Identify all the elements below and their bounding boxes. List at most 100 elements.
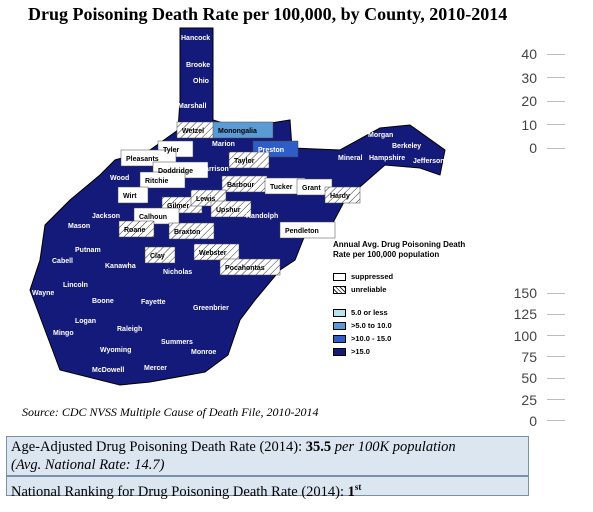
axis-tick: 20 — [497, 93, 565, 109]
rate-unit: per 100K population — [334, 439, 456, 455]
county-region-pocahontas — [219, 258, 281, 276]
county-label-wyoming: Wyoming — [100, 347, 131, 354]
legend-title: Annual Avg. Drug Poisoning Death Rate pe… — [333, 240, 466, 259]
rate-value: 35.5 — [305, 439, 332, 455]
axis-tick: 30 — [497, 70, 565, 86]
county-label-wirt: Wirt — [123, 193, 137, 200]
legend-label-suppressed: suppressed — [351, 272, 394, 281]
axis-tick-label: 40 — [521, 46, 537, 62]
county-label-brooke: Brooke — [186, 62, 210, 69]
rate-label: Age-Adjusted Drug Poisoning Death Rate (… — [11, 439, 303, 455]
county-label-ritchie: Ritchie — [145, 178, 168, 185]
county-region-calhoun — [133, 207, 180, 225]
county-label-mineral: Mineral — [338, 155, 363, 162]
axis-tick-line — [547, 313, 565, 315]
county-label-ohio: Ohio — [193, 78, 209, 85]
county-label-hancock: Hancock — [181, 35, 210, 42]
axis-tick: 125 — [497, 306, 565, 322]
legend-10-15: >10.0 - 15.0 — [333, 332, 483, 345]
axis-tick: 10 — [497, 117, 565, 133]
county-label-kanawha: Kanawha — [105, 263, 136, 270]
county-region-taylor — [228, 151, 270, 169]
legend-swatch-le5 — [333, 308, 346, 317]
map-title: Drug Poisoning Death Rate per 100,000, b… — [28, 4, 508, 24]
axis-top: 40 30 20 10 0 — [495, 46, 565, 156]
county-label-nicholas: Nicholas — [163, 269, 192, 276]
axis-tick-label: 50 — [521, 370, 537, 387]
axis-tick-line — [547, 147, 565, 149]
axis-tick: 75 — [497, 349, 565, 365]
county-label-pocahontas: Pocahontas — [225, 265, 265, 272]
axis-tick-label: 30 — [521, 69, 537, 86]
county-label-tyler: Tyler — [163, 147, 179, 154]
legend-gt15: >15.0 — [333, 345, 483, 358]
county-region-upshur — [210, 200, 252, 218]
county-region-braxton — [168, 222, 215, 240]
legend-swatch-unreliable — [333, 285, 346, 294]
axis-tick: 40 — [497, 46, 565, 62]
county-label-monroe: Monroe — [191, 349, 216, 356]
county-label-calhoun: Calhoun — [139, 214, 167, 221]
county-region-roane — [118, 220, 155, 238]
map-legend: Annual Avg. Drug Poisoning Death Rate pe… — [333, 240, 483, 358]
county-label-lewis: Lewis — [196, 196, 216, 203]
ranking-infobox: National Ranking for Drug Poisoning Deat… — [6, 476, 529, 500]
county-label-mcdowell: McDowell — [92, 367, 124, 374]
rate-infobox: Age-Adjusted Drug Poisoning Death Rate (… — [6, 436, 529, 476]
county-label-morgan: Morgan — [368, 132, 393, 139]
county-label-upshur: Upshur — [216, 207, 241, 214]
county-label-clay: Clay — [150, 253, 165, 260]
county-regions — [117, 121, 361, 276]
county-labels: Hancock Brooke Ohio Marshall Wetzel Monongali… — [32, 35, 445, 374]
county-label-randolph: Randolph — [246, 213, 278, 220]
legend-label-10-15: >10.0 - 15.0 — [351, 334, 392, 343]
axis-tick-line — [547, 356, 565, 358]
county-region-ritchie — [139, 171, 186, 189]
legend-unreliable: unreliable — [333, 283, 483, 296]
county-region-webster — [193, 243, 240, 261]
county-label-mingo: Mingo — [53, 330, 74, 337]
county-label-monongalia: Monongalia — [218, 128, 257, 135]
county-label-wayne: Wayne — [32, 290, 54, 297]
county-label-wetzel: Wetzel — [182, 128, 204, 135]
legend-label-le5: 5.0 or less — [351, 308, 388, 317]
county-label-marshall: Marshall — [178, 103, 206, 110]
county-label-tucker: Tucker — [270, 184, 293, 191]
county-label-hardy: Hardy — [330, 193, 350, 200]
county-label-hampshire: Hampshire — [369, 155, 405, 162]
legend-label-5-10: >5.0 to 10.0 — [351, 321, 392, 330]
county-label-greenbrier: Greenbrier — [193, 305, 229, 312]
county-label-jefferson: Jefferson — [413, 158, 445, 165]
legend-5-10: >5.0 to 10.0 — [333, 319, 483, 332]
axis-tick-line — [547, 53, 565, 55]
county-region-wirt — [117, 186, 149, 204]
axis-tick-label: 125 — [513, 306, 537, 323]
source-note: Source: CDC NVSS Multiple Cause of Death… — [22, 405, 319, 419]
legend-swatch-5-10 — [333, 321, 346, 330]
county-label-barbour: Barbour — [227, 182, 255, 189]
county-region-hardy — [324, 186, 361, 204]
county-label-doddridge: Doddridge — [158, 168, 193, 175]
county-label-marion: Marion — [212, 141, 235, 148]
legend-suppressed: suppressed — [333, 270, 483, 283]
axis-tick-label: 150 — [513, 285, 537, 301]
county-label-logan: Logan — [75, 318, 96, 325]
county-label-jackson: Jackson — [92, 213, 120, 220]
axis-tick-line — [547, 292, 565, 294]
county-label-summers: Summers — [161, 339, 193, 346]
axis-tick-label: 25 — [521, 391, 537, 408]
axis-tick: 100 — [497, 328, 565, 344]
axis-tick-label: 0 — [529, 140, 537, 156]
axis-tick-line — [547, 77, 565, 78]
county-label-grant: Grant — [302, 185, 321, 192]
county-label-wood: Wood — [110, 175, 129, 182]
axis-tick-label: 100 — [513, 327, 537, 344]
county-label-preston: Preston — [258, 147, 284, 154]
axis-tick-line — [547, 335, 565, 337]
axis-tick-line — [547, 124, 565, 125]
legend-swatch-gt15 — [333, 347, 346, 356]
county-label-gilmer: Gilmer — [167, 203, 189, 210]
axis-tick-line — [547, 100, 565, 102]
legend-label-unreliable: unreliable — [351, 285, 387, 294]
